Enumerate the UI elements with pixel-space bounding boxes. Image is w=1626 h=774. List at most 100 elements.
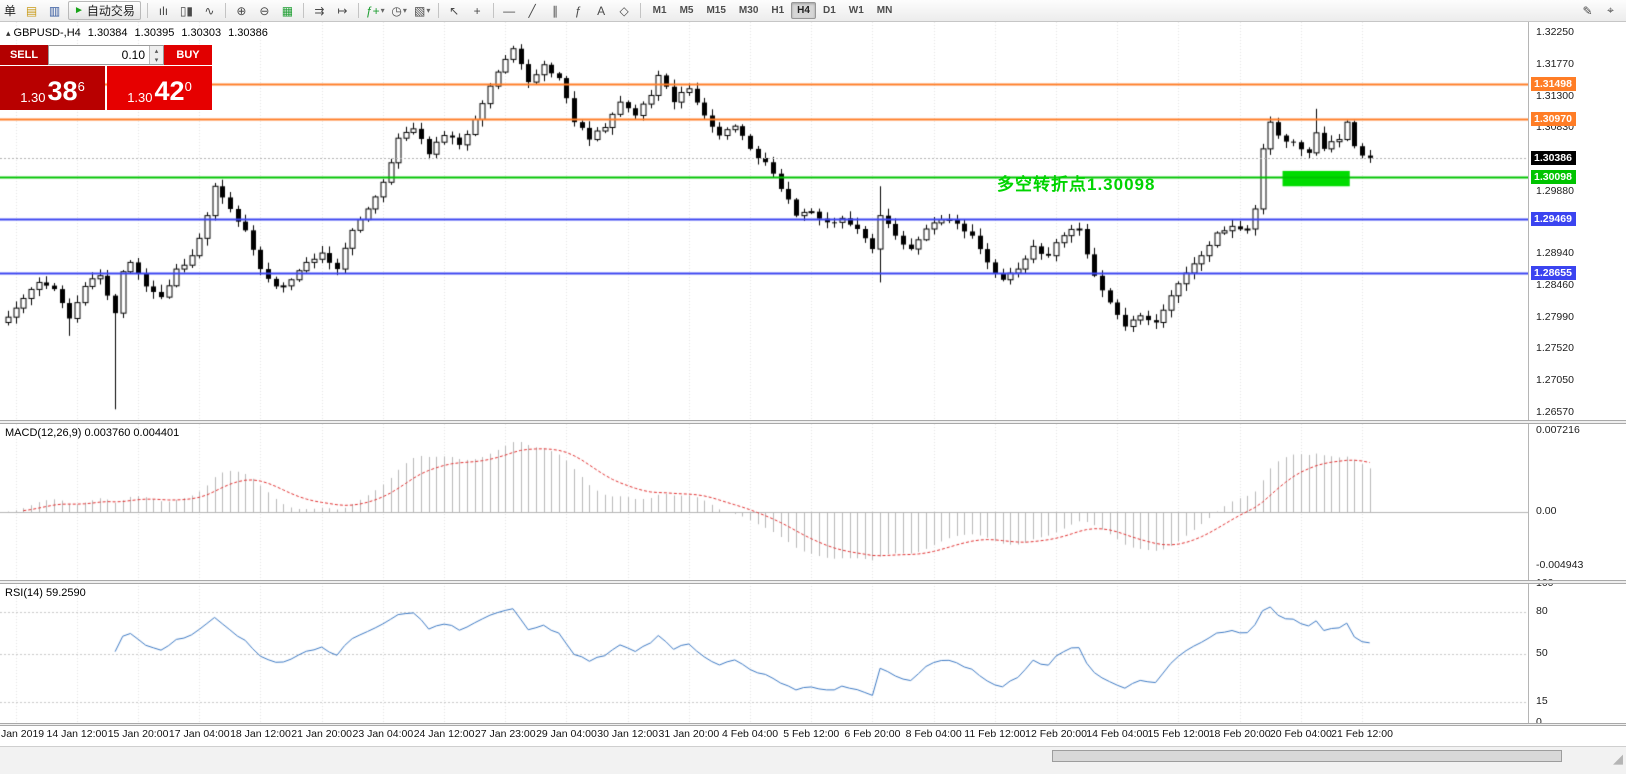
toolbar-separator — [639, 3, 641, 18]
candlestick-chart-icon[interactable]: ▯▮ — [179, 3, 194, 18]
crosshair-icon[interactable]: + — [473, 3, 481, 18]
time-axis-label: 23 Jan 04:00 — [352, 728, 414, 740]
time-axis-label: 8 Feb 04:00 — [905, 728, 962, 740]
time-axis-label: 6 Feb 20:00 — [844, 728, 901, 740]
price-axis-tick: 1.31770 — [1536, 58, 1574, 71]
toolbar-separator — [302, 3, 304, 18]
timeframe-m30-button[interactable]: M30 — [738, 5, 759, 16]
horizontal-scrollbar[interactable]: ◢ — [0, 746, 1626, 774]
timeframe-w1-button[interactable]: W1 — [848, 5, 864, 16]
price-axis-tick: 1.27050 — [1536, 373, 1574, 386]
new-order-label[interactable]: 单 — [4, 4, 17, 18]
timeframe-m15-button[interactable]: M15 — [706, 5, 726, 16]
symbol-collapse-icon[interactable]: ▴ — [6, 28, 11, 38]
chart-shift-icon[interactable]: ↦ — [337, 3, 348, 18]
time-axis-label: 14 Jan 12:00 — [46, 728, 108, 740]
toolbar-separator — [437, 3, 439, 18]
bar-chart-icon[interactable]: ılı — [158, 3, 169, 18]
chart-annotation: 多空转折点1.30098 — [997, 175, 1156, 194]
timeframe-d1-button[interactable]: D1 — [822, 5, 836, 16]
function-icon: ƒ — [365, 3, 373, 18]
time-axis-label: 14 Feb 04:00 — [1086, 728, 1149, 740]
panel-separator[interactable] — [0, 580, 1626, 584]
price-axis-tick: 1.31300 — [1536, 89, 1574, 102]
timeframe-m5-button[interactable]: M5 — [679, 5, 694, 16]
time-axis-label: 31 Jan 20:00 — [658, 728, 720, 740]
text-tool-icon[interactable]: A — [597, 3, 606, 18]
time-axis-label: 15 Feb 12:00 — [1147, 728, 1210, 740]
chevron-down-icon: ▾ — [426, 6, 431, 15]
volume-input[interactable] — [49, 47, 149, 63]
sell-price-prefix: 1.30 — [20, 90, 46, 105]
macd-axis-tick: 0.00 — [1536, 504, 1557, 517]
periods-button[interactable]: ◷ ▾ — [388, 1, 411, 21]
volume-increase-button[interactable]: ▴ — [150, 46, 163, 55]
price-axis: 1.322501.317701.313001.308301.303601.298… — [1528, 22, 1626, 728]
resize-grip[interactable]: ◢ — [1613, 751, 1623, 766]
buy-header[interactable]: BUY — [164, 45, 212, 65]
indicators-button[interactable]: ƒ + ▾ — [363, 1, 388, 21]
timeframe-mn-button[interactable]: MN — [876, 5, 893, 16]
toolbar-separator — [357, 3, 359, 18]
shapes-tool-icon[interactable]: ◇ — [619, 3, 629, 18]
price-axis-tick: 1.28940 — [1536, 247, 1574, 260]
chart-window-icon[interactable]: ▤ — [25, 3, 38, 18]
trade-panel-header-row: SELL ▴ ▾ BUY — [0, 45, 212, 65]
auto-scroll-icon[interactable]: ⇉ — [314, 3, 325, 18]
timeframe-m1-button[interactable]: M1 — [652, 5, 667, 16]
price-marker: 1.30386 — [1531, 150, 1576, 165]
price-axis-tick: 1.29880 — [1536, 184, 1574, 197]
trendline-tool-icon[interactable]: ╱ — [528, 3, 536, 18]
timeframe-h4-button[interactable]: H4 — [791, 2, 816, 19]
time-axis-label: 24 Jan 12:00 — [413, 728, 475, 740]
sell-header[interactable]: SELL — [0, 45, 48, 65]
tile-windows-icon[interactable]: ▦ — [281, 3, 294, 18]
cursor-icon[interactable]: ↖ — [449, 3, 460, 18]
plus-icon: + — [372, 3, 380, 18]
timeframe-h1-button[interactable]: H1 — [771, 5, 785, 16]
sell-price-big: 38 — [47, 76, 78, 106]
buy-button[interactable]: 1.30 42 0 — [107, 66, 212, 110]
toolbar: 单 ▤ ▥ ► 自动交易 ılı ▯▮ ∿ ⊕ ⊖ ▦ ⇉ ↦ ƒ + ▾ ◷ ▾ ▧… — [0, 0, 1626, 22]
price-marker: 1.31498 — [1531, 76, 1576, 91]
scrollbar-thumb[interactable] — [1052, 750, 1562, 762]
channel-tool-icon[interactable]: ∥ — [552, 3, 559, 18]
horizontal-line-tool-icon[interactable]: — — [503, 3, 516, 18]
price-axis-tick: 1.27520 — [1536, 342, 1574, 355]
panel-separator[interactable] — [0, 420, 1626, 424]
volume-field[interactable]: ▴ ▾ — [48, 45, 164, 65]
time-axis-label: 11 Jan 2019 — [0, 728, 45, 740]
buy-price-sup: 0 — [184, 79, 192, 94]
target-icon[interactable]: ⌖ — [1607, 3, 1614, 17]
macd-label: MACD(12,26,9) 0.003760 0.004401 — [5, 427, 180, 439]
toolbar-separator — [224, 3, 226, 18]
profiles-icon[interactable]: ▥ — [48, 3, 61, 18]
time-axis-label: 21 Jan 20:00 — [291, 728, 352, 740]
pencil-icon[interactable]: ✎ — [1582, 3, 1593, 18]
time-axis-label: 29 Jan 04:00 — [536, 728, 597, 740]
templates-button[interactable]: ▧ ▾ — [411, 1, 434, 21]
time-axis-label: 30 Jan 12:00 — [597, 728, 658, 740]
rsi-axis-tick: 15 — [1536, 695, 1548, 708]
fibonacci-tool-icon[interactable]: ƒ — [574, 3, 582, 18]
clock-icon: ◷ — [391, 3, 402, 18]
ohlc-low: 1.30303 — [181, 27, 222, 39]
ohlc-high: 1.30395 — [134, 27, 175, 39]
ohlc-open: 1.30384 — [87, 27, 128, 39]
timeframe-group: M1 M5 M15 M30 H1 H4 D1 W1 MN — [647, 2, 899, 19]
sell-price-sup: 6 — [77, 79, 85, 94]
macd-axis-tick: 0.007216 — [1536, 424, 1580, 437]
time-axis-label: 20 Feb 04:00 — [1269, 728, 1332, 740]
zoom-out-icon[interactable]: ⊖ — [259, 3, 270, 18]
volume-decrease-button[interactable]: ▾ — [150, 55, 163, 64]
chart-canvas[interactable] — [0, 22, 1528, 726]
sell-button[interactable]: 1.30 38 6 — [0, 66, 105, 110]
rsi-axis-tick: 0 — [1536, 716, 1542, 728]
zoom-in-icon[interactable]: ⊕ — [236, 3, 247, 18]
volume-stepper: ▴ ▾ — [149, 46, 163, 64]
line-chart-icon[interactable]: ∿ — [204, 3, 215, 18]
autotrading-button[interactable]: ► 自动交易 — [68, 1, 141, 20]
price-marker: 1.29469 — [1531, 212, 1576, 227]
